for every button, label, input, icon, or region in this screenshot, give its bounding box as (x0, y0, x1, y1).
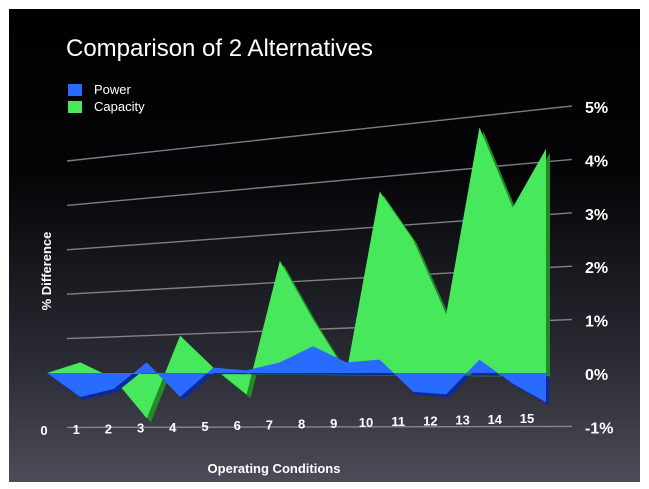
y-tick-label: 0% (585, 367, 608, 384)
y-axis-title: % Difference (39, 232, 54, 311)
power-area (47, 346, 546, 403)
x-tick-label: 0 (40, 423, 47, 438)
y-tick-label: -1% (585, 420, 613, 437)
x-tick-label: 4 (169, 420, 177, 435)
x-tick-label: 13 (455, 413, 469, 428)
y-tick-label: 5% (585, 100, 608, 117)
x-tick-label: 11 (391, 414, 405, 429)
gridline (66, 425, 573, 429)
legend-item-capacity: Capacity (68, 98, 145, 115)
chart-title: Comparison of 2 Alternatives (66, 35, 373, 62)
x-tick-label: 9 (330, 416, 337, 431)
x-tick-label: 6 (234, 418, 241, 433)
x-tick-label: 15 (520, 411, 534, 426)
x-tick-label: 5 (201, 419, 208, 434)
x-axis-title: Operating Conditions (208, 461, 341, 476)
gridline (66, 105, 573, 162)
x-tick-label: 3 (137, 421, 144, 436)
chart-plot: -1%0%1%2%3%4%5%0 1 2 3 4 5 6 7 8 9 10 11 12 13 14 15Ope… (39, 100, 613, 476)
legend-swatch-power (68, 83, 82, 96)
y-tick-label: 2% (585, 260, 608, 277)
x-tick-label: 2 (105, 421, 112, 436)
legend-item-power: Power (68, 81, 145, 98)
x-tick-label: 14 (488, 412, 503, 427)
legend: Power Capacity (68, 81, 145, 115)
x-tick-label: 8 (298, 417, 305, 432)
chart-slide: -1% 0% 1% 2% 3% 4% 5% 0 1 2 3 4 5 6 7 8 9 10 11 12 13 14 15 Ope… (9, 9, 640, 482)
legend-swatch-capacity (68, 100, 82, 113)
y-tick-label: 4% (585, 153, 608, 170)
legend-label-power: Power (94, 82, 131, 97)
x-tick-label: 12 (423, 413, 437, 428)
y-tick-label: 3% (585, 207, 608, 224)
x-tick-label: 10 (359, 415, 373, 430)
capacity-area (47, 127, 546, 419)
y-tick-label: 1% (585, 314, 608, 331)
legend-label-capacity: Capacity (94, 99, 145, 114)
x-tick-label: 1 (73, 422, 80, 437)
x-tick-label: 7 (266, 417, 273, 432)
